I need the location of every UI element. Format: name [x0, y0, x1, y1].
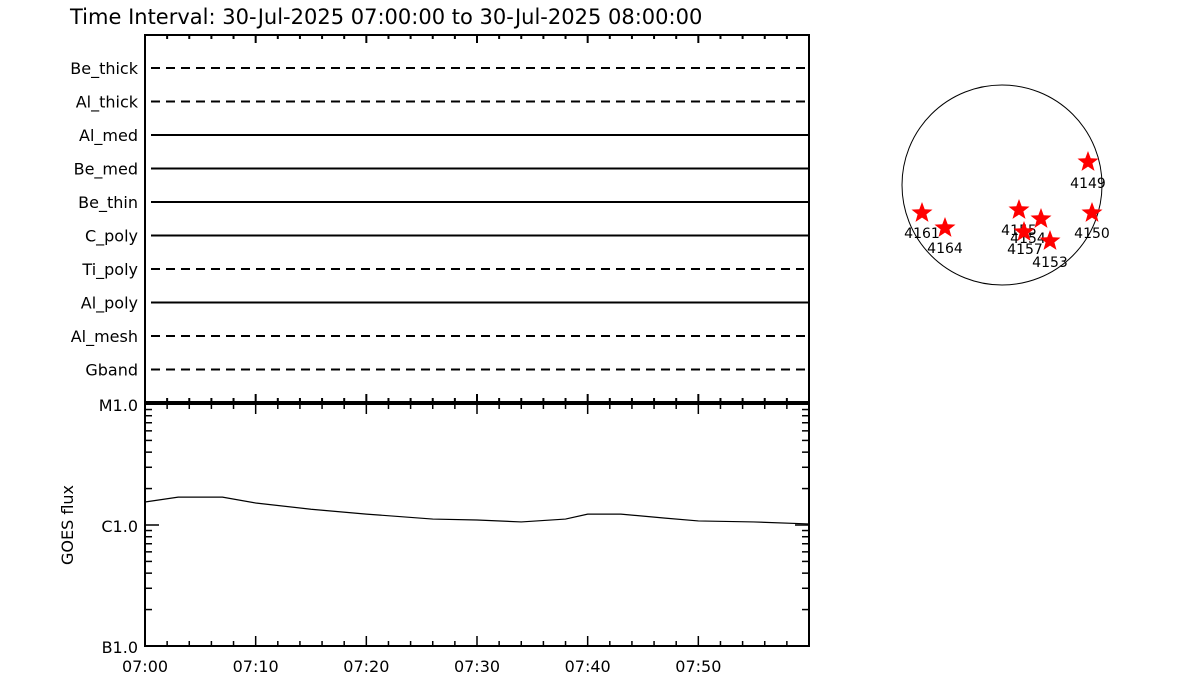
row-label: Be_thin — [78, 193, 138, 213]
x-tick-label: 07:20 — [343, 657, 389, 676]
x-tick-label: 07:00 — [122, 657, 168, 676]
x-tick-label: 07:50 — [675, 657, 721, 676]
row-label: Al_thick — [76, 93, 139, 113]
goes-panel: M1.0 C1.0 B1.007:00 07:10 07:20 07:30 07:40 07:… — [58, 396, 810, 676]
goes-frame — [144, 403, 810, 647]
instrument-frame — [144, 34, 810, 403]
x-tick-label: 07:40 — [565, 657, 611, 676]
active-region-star-4161 — [911, 202, 933, 222]
goes-flux-line — [144, 496, 810, 525]
active-region-label: 4149 — [1070, 176, 1106, 192]
row-label: Al_med — [79, 126, 138, 146]
y-tick-label: M1.0 — [99, 396, 138, 415]
row-label: Al_poly — [81, 294, 138, 314]
x-tick-label: 07:30 — [454, 657, 500, 676]
row-label: Gband — [85, 361, 138, 380]
sun-disk-panel: 41494161416441554154415741534150 — [901, 84, 1110, 286]
active-region-star-4157 — [1013, 221, 1035, 241]
y-tick-label: B1.0 — [102, 638, 138, 657]
active-region-star-4153 — [1039, 230, 1061, 250]
row-label: Ti_poly — [81, 260, 138, 280]
title: Time Interval: 30-Jul-2025 07:00:00 to 3… — [69, 5, 702, 29]
row-label: C_poly — [85, 227, 138, 247]
active-region-label: 4157 — [1007, 242, 1043, 258]
y-tick-label: C1.0 — [101, 517, 138, 536]
active-region-label: 4161 — [904, 226, 940, 242]
active-region-label: 4164 — [927, 241, 963, 257]
x-tick-label: 07:10 — [233, 657, 279, 676]
active-region-star-4164 — [934, 217, 956, 237]
row-label: Be_thick — [70, 59, 138, 79]
active-region-star-4154 — [1030, 208, 1052, 228]
solar-limb — [901, 84, 1103, 286]
active-region-label: 4153 — [1032, 255, 1068, 271]
row-label: Be_med — [74, 160, 138, 180]
row-label: Al_mesh — [71, 327, 138, 347]
active-region-star-4149 — [1077, 151, 1099, 171]
active-region-star-4155 — [1008, 199, 1030, 219]
y-axis-label: GOES flux — [58, 485, 77, 565]
instrument-panel: Be_thick Al_thick Al_med Be_med Be_thin C_pol… — [70, 34, 810, 403]
active-region-label: 4150 — [1074, 226, 1110, 242]
active-region-star-4150 — [1081, 202, 1103, 222]
